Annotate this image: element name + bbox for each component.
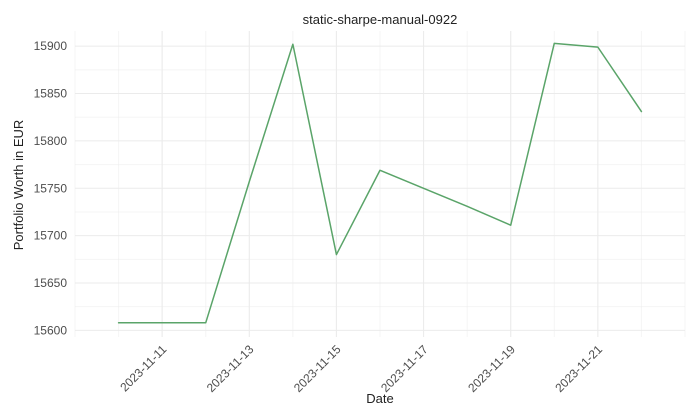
y-tick-label: 15800	[34, 134, 68, 148]
x-tick-label: 2023-11-15	[291, 342, 344, 395]
y-tick-label: 15850	[34, 87, 68, 101]
x-tick-label: 2023-11-17	[378, 342, 431, 395]
y-tick-label: 15900	[34, 39, 68, 53]
y-tick-labels: 15600 15650 15700 15750 15800 15850 15900	[34, 39, 68, 337]
x-tick-label: 2023-11-21	[552, 342, 605, 395]
x-tick-label: 2023-11-13	[204, 342, 257, 395]
x-tick-label: 2023-11-11	[117, 342, 169, 394]
y-tick-label: 15600	[34, 323, 68, 337]
minor-gridlines	[75, 31, 685, 337]
chart-title: static-sharpe-manual-0922	[303, 12, 458, 27]
y-tick-label: 15700	[34, 229, 68, 243]
x-tick-labels: 2023-11-11 2023-11-13 2023-11-15 2023-11-17…	[117, 342, 605, 395]
y-tick-label: 15650	[34, 276, 68, 290]
x-axis-title: Date	[366, 391, 393, 406]
y-tick-label: 15750	[34, 181, 68, 195]
x-tick-label: 2023-11-19	[465, 342, 518, 395]
y-axis-title: Portfolio Worth in EUR	[11, 120, 26, 251]
